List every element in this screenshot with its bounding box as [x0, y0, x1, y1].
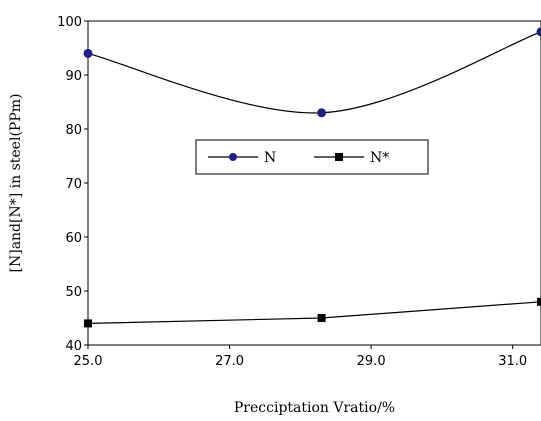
data-point-n-star — [84, 319, 92, 328]
x-tick-label: 29.0 — [357, 354, 386, 369]
x-tick-label: 31.0 — [498, 354, 527, 369]
legend: N N* — [195, 139, 429, 175]
series-layer — [83, 27, 541, 328]
y-tick-label: 80 — [65, 123, 82, 138]
y-tick-label: 60 — [65, 231, 82, 246]
y-tick-label: 70 — [65, 177, 82, 192]
legend-label: N — [264, 150, 276, 166]
plot-frame — [87, 20, 541, 346]
y-axis-title: [N]and[N*] in steel(PPm) — [8, 94, 24, 273]
data-point-n — [83, 48, 93, 58]
legend-items: N N* — [208, 150, 389, 166]
data-point-n-star — [537, 297, 541, 306]
x-tick-label: 25.0 — [74, 354, 103, 369]
data-point-n — [536, 27, 541, 37]
y-tick-label: 40 — [65, 339, 82, 354]
data-point-n — [317, 108, 327, 118]
y-tick-label: 100 — [57, 15, 82, 30]
data-point-n-star — [317, 314, 326, 322]
y-tick-label: 90 — [65, 69, 82, 84]
legend-marker-circle — [229, 153, 237, 161]
y-axis-ticks: 40 50 60 70 80 90 100 — [57, 15, 88, 354]
plot-area — [87, 20, 541, 346]
legend-label: N* — [370, 150, 389, 166]
legend-marker-square — [335, 153, 343, 161]
x-tick-label: 27.0 — [215, 354, 244, 369]
y-tick-label: 50 — [65, 285, 82, 300]
x-axis-title: Precciptation Vratio/% — [234, 400, 395, 416]
x-axis-ticks: 25.0 27.0 29.0 31.0 — [74, 345, 527, 369]
